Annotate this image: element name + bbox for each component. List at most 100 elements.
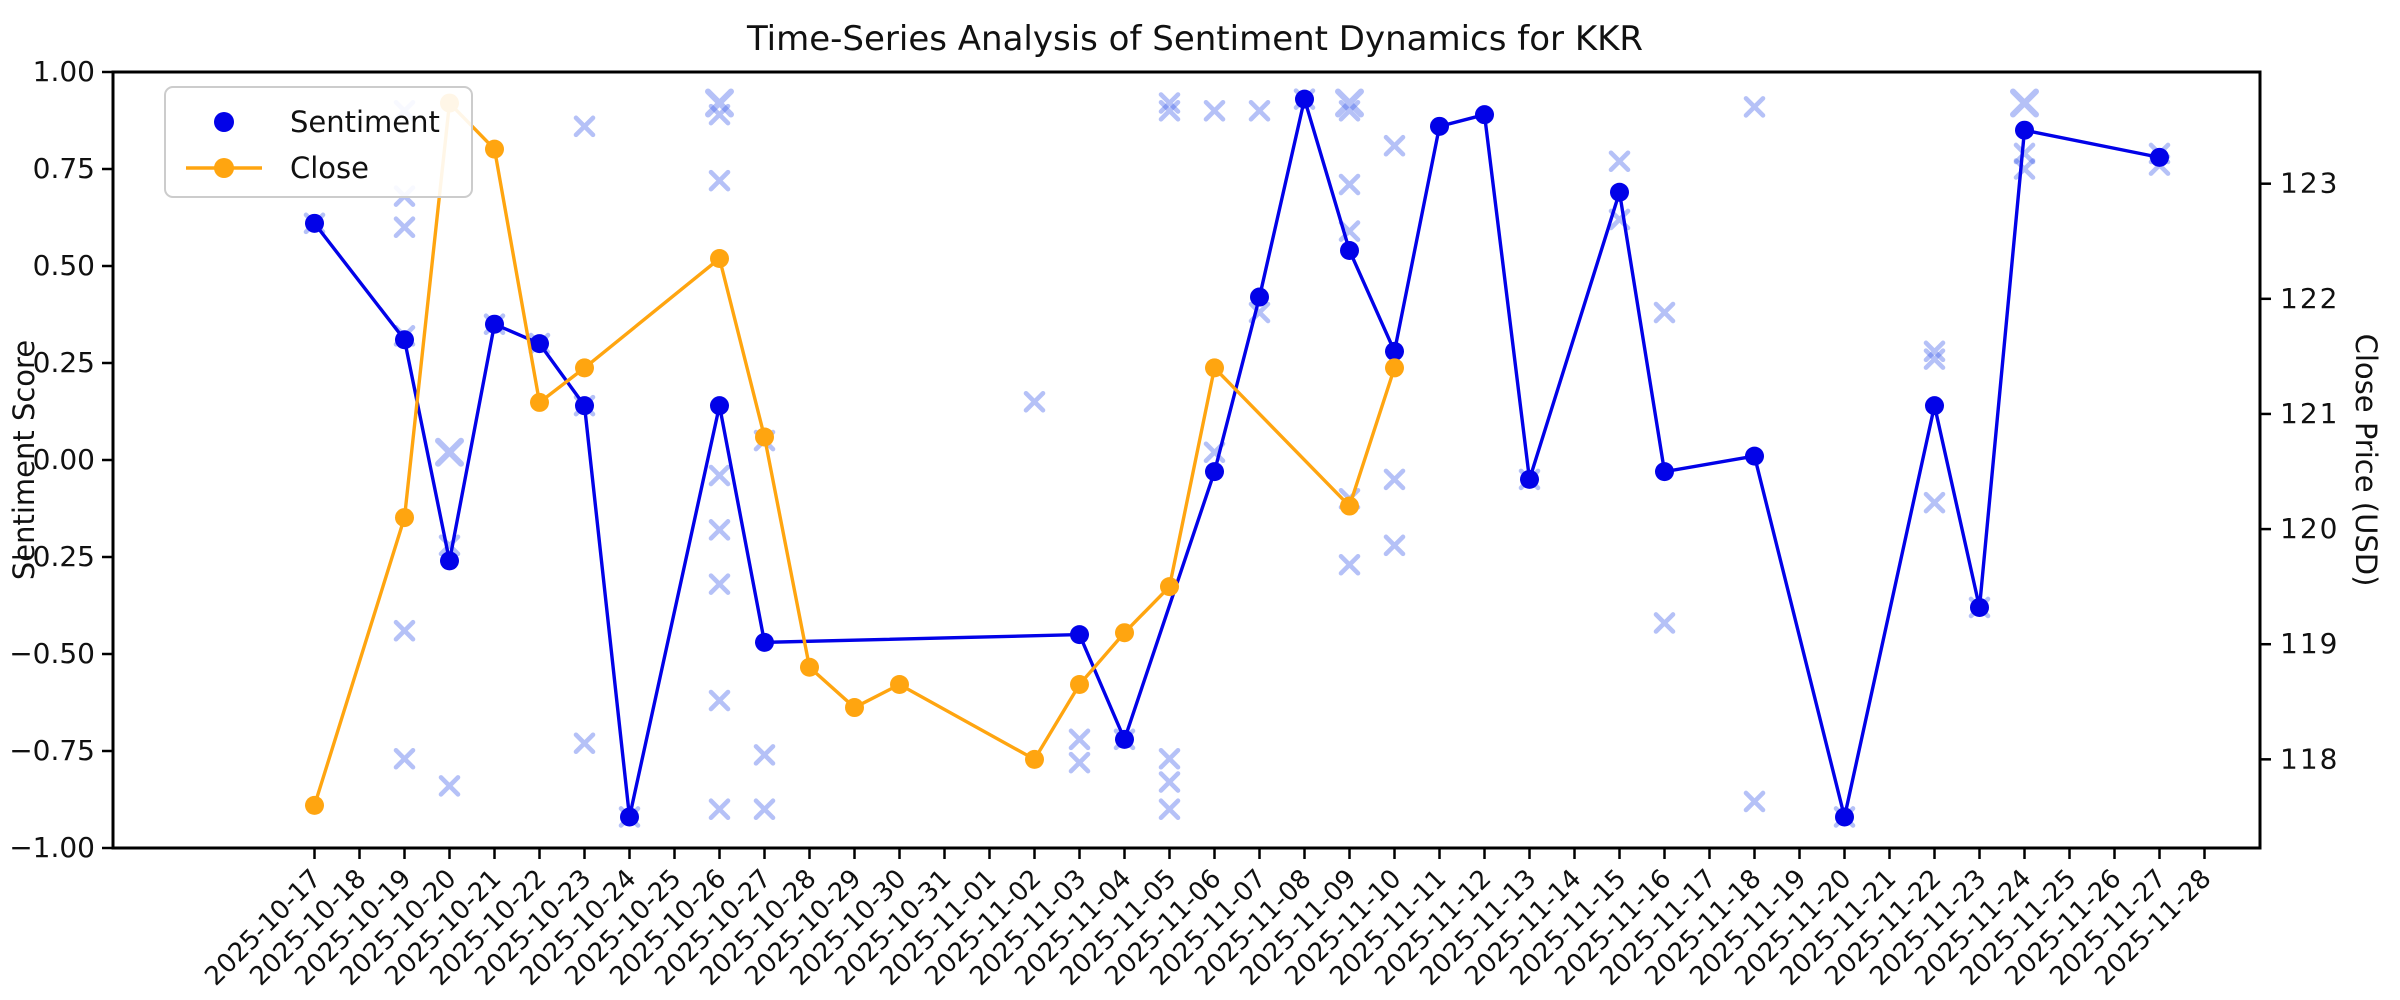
- sentiment-point: [1385, 341, 1404, 361]
- sentiment-observation-x-icon: [708, 573, 731, 595]
- y-tick-label-left: −0.25: [9, 540, 95, 573]
- sentiment-observation-x-icon: [573, 732, 596, 755]
- sentiment-observation-x-icon: [1608, 150, 1631, 173]
- sentiment-observation-x-icon: [1743, 96, 1766, 118]
- close-line: [312, 99, 1397, 806]
- sentiment-point: [395, 330, 414, 350]
- sentiment-observation-x-icon: [1203, 100, 1226, 122]
- sentiment-point: [1295, 89, 1314, 109]
- y-tick-label-left: −1.00: [9, 831, 95, 864]
- sentiment-point: [1970, 597, 1989, 617]
- sentiment-observation-x-icon: [708, 103, 731, 126]
- sentiment-observation-x-icon: [1923, 491, 1946, 514]
- sentiment-observation-x-icon: [393, 747, 416, 770]
- close-point: [575, 358, 594, 378]
- series-layer: [305, 89, 2169, 827]
- sentiment-observation-x-icon: [1248, 100, 1271, 122]
- sentiment-point: [1250, 287, 1269, 307]
- sentiment-point: [2150, 147, 2169, 167]
- sentiment-observation-x-icon: [1338, 173, 1361, 196]
- y-tick-label-left: −0.50: [9, 637, 95, 670]
- close-point: [530, 392, 549, 412]
- y-tick-label-right: 120: [2280, 512, 2339, 545]
- y-tick-label-left: −0.75: [9, 734, 95, 767]
- y-tick-label-right: 119: [2280, 627, 2339, 660]
- sentiment-point: [1925, 396, 1944, 416]
- y-tick-label-left: 1.00: [33, 55, 95, 88]
- sentiment-observation-x-icon: [1743, 790, 1766, 813]
- close-point: [1385, 358, 1404, 378]
- sentiment-observation-x-icon: [573, 115, 596, 138]
- sentiment-observation-x-icon: [708, 689, 731, 712]
- sentiment-observation-x-icon: [708, 464, 731, 487]
- sentiment-observation-x-icon: [435, 437, 464, 467]
- sentiment-observation-x-icon: [1158, 798, 1181, 820]
- close-point: [1025, 749, 1044, 769]
- sentiment-point: [530, 334, 549, 354]
- close-point: [800, 657, 819, 677]
- sentiment-point: [1745, 446, 1764, 466]
- sentiment-observation-x-icon: [1338, 100, 1361, 122]
- sentiment-observation-x-icon: [708, 519, 731, 541]
- sentiment-point: [1475, 105, 1494, 125]
- sentiment-point: [1340, 240, 1359, 260]
- axis-ticks: 1.00 0.75 0.50 0.25 0.00 −0.25 −0.50 −0.75 −1.00…: [9, 55, 2339, 992]
- sentiment-observation-x-icon: [753, 798, 776, 820]
- sentiment-observation-x-icon: [2013, 142, 2036, 165]
- close-point: [1340, 496, 1359, 516]
- y-tick-label-left: 0.75: [33, 152, 95, 185]
- close-point: [890, 675, 909, 695]
- legend: Sentiment Close: [164, 86, 473, 198]
- sentiment-observation-x-icon: [1653, 301, 1676, 324]
- close-point: [1205, 358, 1224, 378]
- y-tick-label-right: 121: [2280, 397, 2339, 430]
- legend-close-label: Close: [290, 151, 369, 185]
- close-point: [485, 139, 504, 159]
- sentiment-observation-x-icon: [1338, 553, 1361, 576]
- sentiment-observation-x-icon: [1335, 88, 1364, 118]
- sentiment-point: [1520, 469, 1539, 489]
- sentiment-observation-x-icon: [1383, 134, 1406, 157]
- sentiment-point: [1835, 807, 1854, 827]
- sentiment-point: [1430, 116, 1449, 136]
- sentiment-observation-x-icon: [1383, 468, 1406, 491]
- sentiment-observation-x-icon: [2013, 158, 2036, 180]
- sentiment-observation-x-icon: [393, 216, 416, 238]
- sentiment-observation-x-icon: [708, 169, 731, 192]
- sentiment-point: [575, 396, 594, 416]
- sentiment-point: [1070, 625, 1089, 645]
- sentiment-point: [620, 807, 639, 827]
- close-point: [395, 508, 414, 528]
- sentiment-point: [485, 314, 504, 334]
- sentiment-observation-x-icon: [708, 798, 731, 820]
- sentiment-point: [440, 551, 459, 571]
- close-point: [845, 698, 864, 718]
- sentiment-observation-x-icon: [1158, 747, 1181, 770]
- left-axis-label: Sentiment Score: [7, 340, 41, 580]
- sentiment-point: [1610, 182, 1629, 202]
- sentiment-observation-x-icon: [2010, 88, 2039, 118]
- close-point: [710, 249, 729, 269]
- y-tick-label-left: 0.00: [33, 443, 95, 476]
- y-tick-label-right: 118: [2280, 742, 2339, 775]
- sentiment-observation-x-icon: [1158, 100, 1181, 122]
- sentiment-observation-x-icon: [1023, 391, 1046, 413]
- y-tick-label-right: 123: [2280, 167, 2339, 200]
- sentiment-point: [1115, 729, 1134, 749]
- y-tick-label-left: 0.25: [33, 346, 95, 379]
- sentiment-line: [313, 92, 2160, 818]
- sentiment-observation-x-icon: [1068, 751, 1091, 774]
- close-point: [755, 427, 774, 447]
- sentiment-point: [305, 213, 324, 233]
- sentiment-point: [755, 632, 774, 652]
- sentiment-observation-x-icon: [1923, 340, 1946, 363]
- sentiment-point: [1205, 462, 1224, 482]
- legend-close-dot-icon: [214, 158, 234, 178]
- legend-sentiment-dot-icon: [214, 112, 234, 132]
- y-tick-label-left: 0.50: [33, 249, 95, 282]
- close-point: [1160, 577, 1179, 597]
- close-point: [1115, 623, 1134, 643]
- chart-title: Time-Series Analysis of Sentiment Dynami…: [746, 19, 1643, 59]
- sentiment-observation-x-icon: [1923, 348, 1946, 370]
